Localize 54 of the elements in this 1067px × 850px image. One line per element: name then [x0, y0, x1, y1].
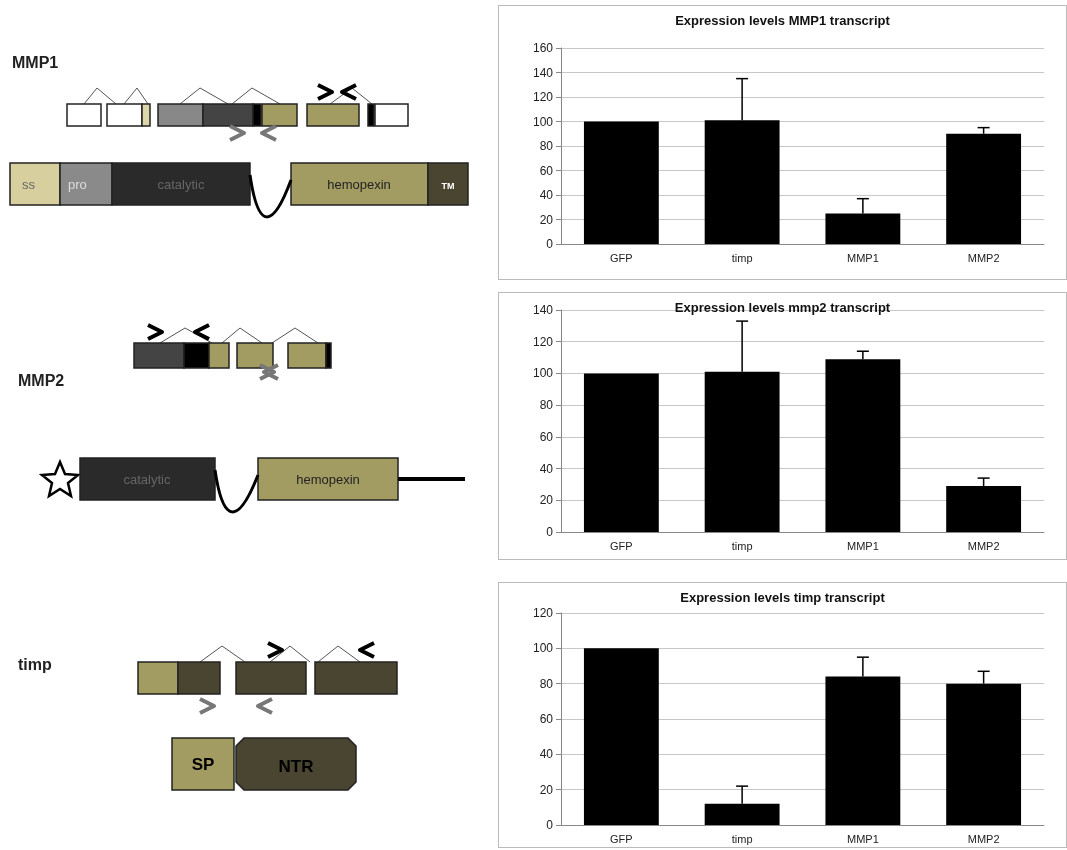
text: pro: [68, 177, 87, 192]
y-tick-label: 0: [546, 237, 554, 251]
x-tick-label: GFP: [610, 251, 633, 264]
y-tick-label: 80: [539, 139, 554, 153]
y-tick-label: 120: [532, 606, 554, 620]
y-tick-label: 80: [539, 398, 554, 413]
x-tick-label: MMP2: [967, 832, 1000, 845]
text: TM: [441, 181, 455, 191]
y-tick-label: 20: [539, 212, 554, 227]
x-tick-label: timp: [731, 832, 753, 845]
x-tick-label: timp: [731, 539, 753, 552]
y-tick-label: 120: [532, 90, 554, 104]
text: hemopexin: [327, 177, 391, 192]
y-tick-label: 60: [539, 712, 554, 726]
y-tick-label: 100: [532, 641, 554, 656]
x-tick-label: MMP2: [967, 539, 1000, 552]
bar: [583, 648, 659, 825]
y-tick-label: 160: [532, 41, 554, 55]
x-tick-label: MMP2: [967, 251, 1000, 264]
text: catalytic: [157, 177, 205, 192]
y-tick-label: 0: [546, 818, 554, 832]
chart-title: Expression levels mmp2 transcript: [674, 300, 891, 315]
y-tick-label: 20: [539, 782, 554, 797]
x-tick-label: timp: [731, 251, 753, 264]
bar: [583, 373, 659, 532]
y-tick-label: 140: [532, 303, 554, 317]
x-tick-label: MMP1: [846, 539, 879, 552]
y-tick-label: 40: [539, 747, 554, 762]
y-tick-label: 0: [546, 525, 554, 539]
y-tick-label: 140: [532, 65, 554, 80]
y-tick-label: 100: [532, 114, 554, 129]
text: catalytic: [123, 472, 171, 487]
x-tick-label: GFP: [610, 832, 633, 845]
bar: [583, 121, 659, 244]
text: MMP2: [18, 372, 65, 389]
y-tick-label: 120: [532, 334, 554, 349]
y-tick-label: 80: [539, 676, 554, 691]
y-tick-label: 60: [539, 429, 554, 444]
text: timp: [18, 656, 52, 673]
y-tick-label: 60: [539, 163, 554, 178]
text: NTR: [278, 757, 314, 776]
text: SP: [191, 755, 215, 774]
y-tick-label: 20: [539, 493, 554, 508]
text: ss: [22, 177, 36, 192]
x-tick-label: GFP: [610, 539, 633, 552]
x-tick-label: MMP1: [846, 832, 879, 845]
text: MMP1: [12, 54, 59, 71]
y-tick-label: 100: [532, 366, 554, 381]
chart-title: Expression levels timp transcript: [680, 590, 886, 605]
y-tick-label: 40: [539, 188, 554, 202]
x-tick-label: MMP1: [846, 251, 879, 264]
text: hemopexin: [296, 472, 360, 487]
y-tick-label: 40: [539, 461, 554, 476]
chart-title: Expression levels MMP1 transcript: [675, 13, 891, 28]
